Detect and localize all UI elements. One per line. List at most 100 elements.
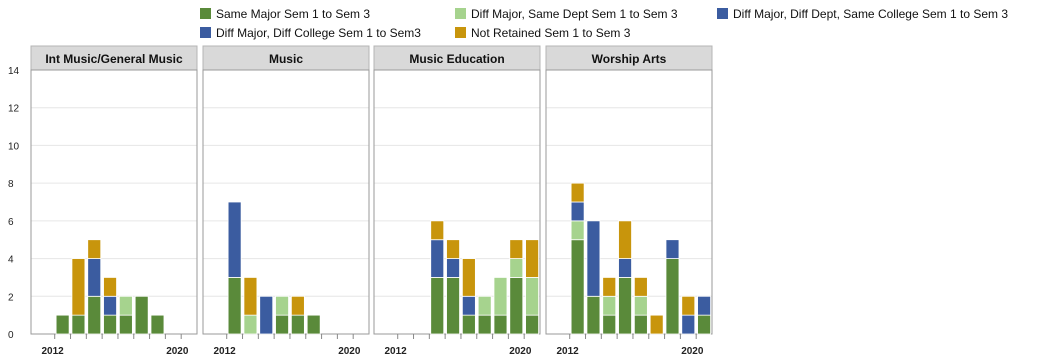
bar-segment [71,314,86,335]
bar-stack [681,295,696,335]
bar-segment [243,314,258,335]
x-tick-label: 2020 [509,346,532,357]
y-tick-label: 12 [8,104,20,115]
legend-label: Not Retained Sem 1 to Sem 3 [471,26,631,40]
bar-segment [55,314,70,335]
bar-segment [430,220,445,241]
legend: Same Major Sem 1 to Sem 3 Diff Major, Sam… [200,7,1008,40]
panel-title: Music Education [409,52,504,66]
legend-item: Same Major Sem 1 to Sem 3 [200,7,370,21]
bar-stack [306,314,321,335]
bar-stack [586,220,601,335]
bar-segment [446,239,460,259]
bar-stack [461,258,476,335]
x-tick-label: 2012 [556,346,579,357]
y-tick-label: 4 [8,255,14,266]
bar-segment [602,314,617,335]
legend-label: Diff Major, Diff College Sem 1 to Sem3 [216,26,421,40]
bar-segment [525,314,539,335]
legend-swatch [717,8,728,19]
facet-panel: Worship Arts 2012 2020 [545,45,713,357]
bar-segment [461,258,476,297]
bar-segment [509,258,524,278]
bar-stack [290,295,305,335]
bar-segment [493,314,508,335]
bar-segment [477,314,492,335]
bar-stack [259,295,274,335]
bar-stack [118,295,133,335]
bar-stack [633,277,648,335]
bar-segment [570,239,585,335]
y-tick-label: 8 [8,179,14,190]
bar-segment [509,239,524,259]
bar-segment [570,182,585,203]
legend-swatch [200,8,211,19]
bar-segment [275,314,289,335]
facet-panels: Int Music/General Music 2012 2020 Music 2012… [30,45,713,357]
bar-segment [509,277,524,335]
bar-stack [134,295,149,335]
y-tick-label: 6 [8,217,14,228]
facet-panel: Int Music/General Music 2012 2020 [30,45,198,357]
bar-segment [633,277,648,297]
bar-segment [633,295,648,316]
x-tick-label: 2012 [41,346,64,357]
bar-segment [87,239,102,259]
bar-segment [446,277,460,335]
bar-segment [618,220,632,259]
bar-segment [602,277,617,297]
x-tick-label: 2012 [384,346,407,357]
bar-segment [430,277,445,335]
x-tick-label: 2020 [681,346,704,357]
bar-stack [446,239,460,335]
bar-segment [681,314,696,335]
bar-segment [633,314,648,335]
bar-segment [290,314,305,335]
bar-segment [570,220,585,241]
x-tick-label: 2020 [166,346,189,357]
bar-segment [681,295,696,316]
legend-item: Diff Major, Diff Dept, Same College Sem … [717,7,1008,21]
bar-segment [525,277,539,316]
bar-segment [103,277,117,297]
bar-stack [243,277,258,335]
legend-label: Same Major Sem 1 to Sem 3 [216,7,370,21]
facet-panel: Music Education 2012 2020 [373,45,541,357]
legend-item: Diff Major, Diff College Sem 1 to Sem3 [200,26,421,40]
bar-segment [275,295,289,316]
bar-segment [134,295,149,335]
bar-stack [477,295,492,335]
bar-segment [87,295,102,335]
bar-stack [430,220,445,335]
bar-segment [71,258,86,316]
bar-segment [103,295,117,316]
bar-segment [446,258,460,278]
panel-header [30,45,198,71]
bar-segment [430,239,445,278]
bar-segment [290,295,305,316]
bar-stack [697,295,711,335]
bar-segment [525,239,539,278]
bar-segment [586,220,601,297]
bar-stack [602,277,617,335]
panel-header [373,45,541,71]
bar-stack [87,239,102,335]
y-tick-label: 0 [8,330,14,341]
bar-segment [493,277,508,316]
bar-segment [665,239,680,259]
bar-stack [150,314,165,335]
panel-header [545,45,713,71]
bar-segment [461,295,476,316]
bar-stack [103,277,117,335]
bar-segment [586,295,601,335]
bar-segment [259,295,274,335]
legend-swatch [455,27,466,38]
bar-segment [227,201,242,278]
y-tick-label: 2 [8,292,14,303]
bar-segment [477,295,492,316]
y-tick-label: 10 [8,141,20,152]
bar-segment [618,277,632,335]
bar-segment [103,314,117,335]
bar-segment [665,258,680,335]
